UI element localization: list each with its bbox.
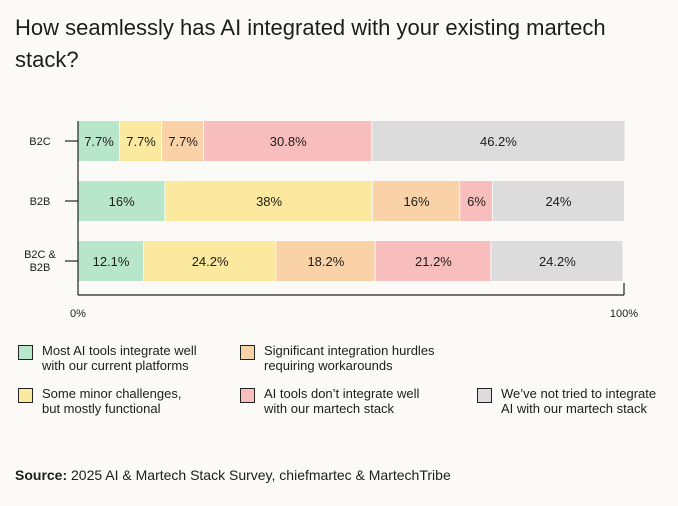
- legend-swatch: [240, 345, 255, 360]
- data-label: 24.2%: [192, 254, 229, 269]
- data-label: 30.8%: [270, 134, 307, 149]
- legend-item-minor-challenges: Some minor challenges, but mostly functi…: [18, 386, 181, 416]
- legend-label: Significant integration hurdles requirin…: [264, 343, 435, 373]
- legend-item-not-tried: We’ve not tried to integrate AI with our…: [477, 386, 656, 416]
- x-tick-label: 100%: [610, 308, 638, 320]
- data-label: 12.1%: [93, 254, 130, 269]
- data-label: 7.7%: [126, 134, 156, 149]
- stacked-bar-chart: 7.7% 7.7% 7.7% 30.8% 46.2% 16% 38% 16% 6% 24% 12.1…: [24, 121, 638, 320]
- data-label: 16%: [109, 194, 135, 209]
- bar-segment: [276, 241, 376, 281]
- data-label: 24.2%: [539, 254, 576, 269]
- y-tick-label: B2C: [29, 136, 50, 148]
- bar-segment: [144, 241, 277, 281]
- data-label: 7.7%: [84, 134, 114, 149]
- legend-item-dont-integrate: AI tools don’t integrate well with our m…: [240, 386, 419, 416]
- legend-label: Some minor challenges, but mostly functi…: [42, 386, 182, 416]
- data-label: 38%: [256, 194, 282, 209]
- data-label: 16%: [404, 194, 430, 209]
- legend-label: We’ve not tried to integrate AI with our…: [501, 386, 657, 416]
- chart-title: How seamlessly has AI integrated with yo…: [15, 15, 606, 72]
- bar-segment: [491, 241, 624, 281]
- legend-label: AI tools don’t integrate well with our m…: [264, 386, 420, 416]
- bar-segment: [492, 181, 624, 221]
- bar-segment: [165, 181, 373, 221]
- legend-item-integrate-well: Most AI tools integrate well with our cu…: [18, 343, 197, 373]
- legend-swatch: [477, 388, 492, 403]
- data-label: 6%: [467, 194, 486, 209]
- bar-segment: [78, 181, 166, 221]
- source-note: Source: 2025 AI & Martech Stack Survey, …: [15, 467, 451, 483]
- legend-swatch: [18, 388, 33, 403]
- data-label: 7.7%: [168, 134, 198, 149]
- source-text: 2025 AI & Martech Stack Survey, chiefmar…: [67, 467, 451, 483]
- y-tick-label: B2C & B2B: [24, 249, 56, 274]
- bar-segment: [78, 241, 145, 281]
- legend-label: Most AI tools integrate well with our cu…: [42, 343, 197, 373]
- data-label: 24%: [545, 194, 571, 209]
- bar-segment: [460, 181, 493, 221]
- bar-segment: [204, 121, 373, 161]
- data-label: 46.2%: [480, 134, 517, 149]
- bar-segment: [120, 121, 163, 161]
- bar-segment: [375, 241, 492, 281]
- data-label: 21.2%: [415, 254, 452, 269]
- bar-segment: [78, 121, 121, 161]
- y-tick-label: B2B: [30, 196, 51, 208]
- data-label: 18.2%: [307, 254, 344, 269]
- legend-swatch: [18, 345, 33, 360]
- legend-swatch: [240, 388, 255, 403]
- bar-segment: [162, 121, 205, 161]
- x-tick-label: 0%: [70, 308, 86, 320]
- source-label: Source:: [15, 467, 68, 483]
- legend-item-significant-hurdles: Significant integration hurdles requirin…: [240, 343, 435, 373]
- bar-segment: [372, 181, 461, 221]
- bar-segment: [372, 121, 625, 161]
